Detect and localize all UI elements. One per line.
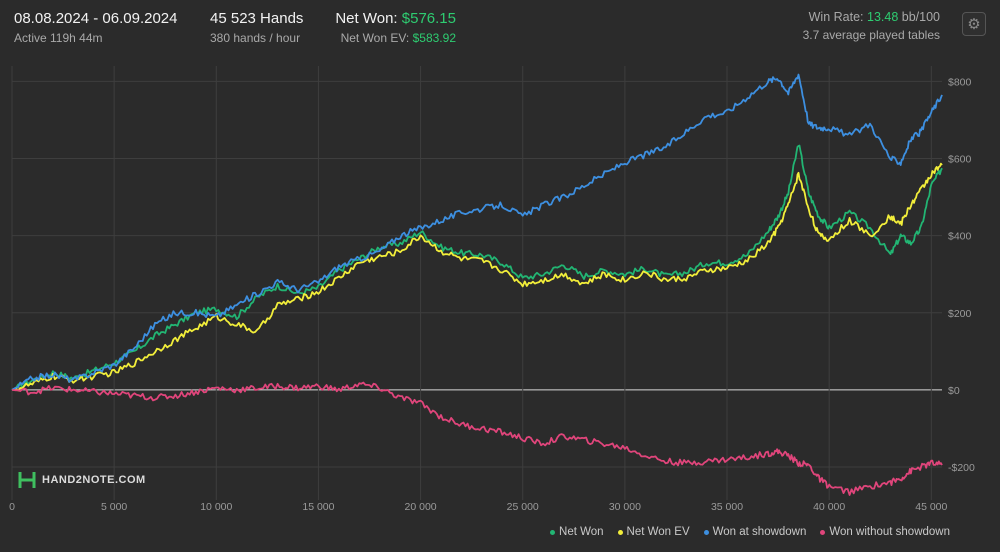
win-rate-block: Win Rate: 13.48 bb/100 3.7 average playe… — [740, 10, 940, 42]
average-tables: 3.7 average played tables — [802, 28, 940, 42]
x-tick-label: 20 000 — [405, 501, 437, 513]
y-tick-label: $200 — [948, 308, 972, 320]
active-time: Active 119h 44m — [14, 31, 103, 45]
x-tick-label: 45 000 — [915, 501, 947, 513]
date-range: 08.08.2024 - 06.09.2024 — [14, 10, 178, 27]
y-tick-label: $800 — [948, 76, 972, 88]
legend-dot — [703, 529, 709, 535]
y-tick-label: $0 — [948, 385, 960, 397]
logo: HAND2NOTE.COM — [18, 470, 146, 490]
hands-block: 45 523 Hands 380 hands / hour — [210, 10, 303, 45]
x-tick-label: 0 — [9, 501, 15, 513]
x-tick-label: 40 000 — [813, 501, 845, 513]
legend-label: Net Won — [559, 526, 604, 538]
x-tick-label: 5 000 — [101, 501, 127, 513]
y-tick-label: -$200 — [948, 462, 975, 474]
net-won-value: $576.15 — [401, 10, 456, 27]
legend-dot — [820, 529, 826, 535]
date-block: 08.08.2024 - 06.09.2024 Active 119h 44m — [14, 10, 177, 45]
logo-text: HAND2NOTE.COM — [42, 474, 146, 486]
win-rate-unit: bb/100 — [901, 10, 940, 24]
win-rate-label: Win Rate: — [808, 10, 864, 24]
net-won-ev-label: Net Won EV: — [340, 31, 410, 45]
legend: Net Won Net Won EV Won at showdown Won w… — [540, 526, 950, 538]
net-won-ev-value: $583.92 — [412, 31, 456, 45]
y-tick-label: $400 — [948, 231, 972, 243]
chart: -$200 $0 $200 $400 $600 $800 0 5 000 10 000 15 00… — [9, 66, 975, 513]
series-line-won-at-showdown — [11, 73, 943, 391]
legend-item-won-without-showdown[interactable]: Won without showdown — [820, 526, 950, 538]
header: 08.08.2024 - 06.09.2024 Active 119h 44m … — [0, 0, 1000, 56]
legend-dot — [617, 529, 623, 535]
hands-per-hour: 380 hands / hour — [210, 31, 301, 45]
gear-icon[interactable]: ⚙ — [962, 12, 986, 36]
legend-dot — [550, 529, 556, 535]
legend-item-won-at-showdown[interactable]: Won at showdown — [703, 526, 807, 538]
hand2note-logo-icon — [18, 472, 36, 488]
legend-label: Net Won EV — [626, 526, 690, 538]
x-tick-label: 35 000 — [711, 501, 743, 513]
x-tick-label: 25 000 — [507, 501, 539, 513]
legend-item-net-won[interactable]: Net Won — [550, 526, 604, 538]
net-won-block: Net Won: $576.15 Net Won EV: $583.92 — [300, 10, 456, 45]
y-tick-label: $600 — [948, 154, 972, 166]
net-won-label: Net Won: — [335, 10, 398, 27]
legend-label: Won at showdown — [712, 526, 807, 538]
x-tick-label: 10 000 — [200, 501, 232, 513]
legend-item-net-won-ev[interactable]: Net Won EV — [617, 526, 690, 538]
series-line-won-without-showdown — [11, 381, 943, 496]
win-rate-value: 13.48 — [867, 10, 899, 24]
hands-count: 45 523 Hands — [210, 10, 304, 27]
series-line-net-won — [11, 144, 943, 391]
legend-label: Won without showdown — [829, 526, 950, 538]
x-tick-label: 15 000 — [302, 501, 334, 513]
x-tick-label: 30 000 — [609, 501, 641, 513]
series-line-net-won-ev — [11, 162, 943, 392]
